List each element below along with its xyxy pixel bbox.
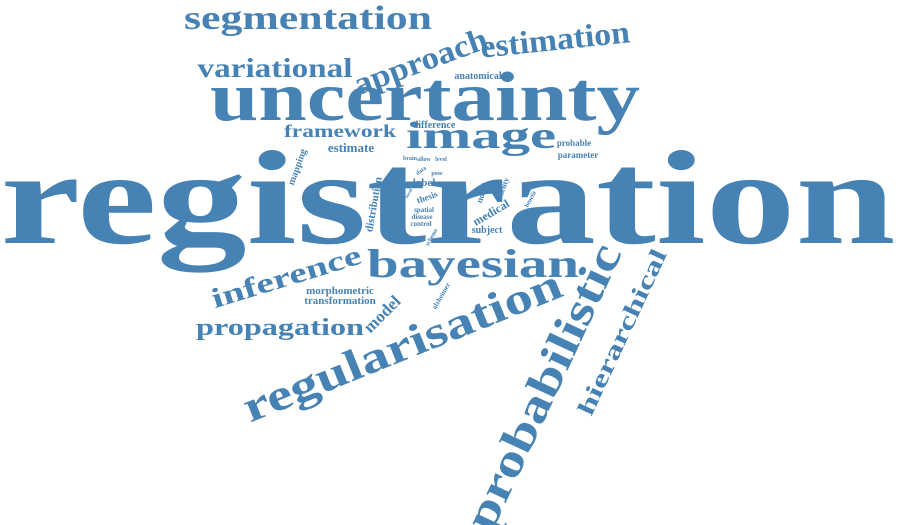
- word-brain: brain: [403, 156, 418, 162]
- word-image: image: [406, 115, 556, 157]
- word-level: level: [435, 157, 447, 163]
- word-propagation: propagation: [196, 315, 364, 341]
- word-uncertainty: uncertainty: [210, 59, 640, 136]
- word-disease: disease: [412, 213, 433, 221]
- word-parameter: parameter: [558, 150, 598, 160]
- word-estimation: estimation: [478, 13, 631, 65]
- word-variational: variational: [198, 53, 354, 83]
- word-probable: probable: [557, 138, 591, 148]
- word-difference: difference: [413, 120, 456, 131]
- word-estimate: estimate: [328, 140, 374, 155]
- word-framework: framework: [284, 121, 396, 141]
- word-bayesian: bayesian: [367, 241, 579, 286]
- word-allow: allow: [417, 157, 431, 163]
- word-registration: registration: [1, 124, 896, 273]
- word-subject: subject: [472, 225, 503, 236]
- word-local: local: [405, 188, 415, 200]
- word-morphometric: morphometric: [306, 285, 374, 297]
- word-spatial: spatial: [414, 206, 434, 214]
- word-segmentation: segmentation: [184, 0, 432, 37]
- word-anatomical: anatomical: [454, 71, 501, 82]
- word-control: control: [410, 220, 431, 228]
- word-label: label: [413, 177, 436, 189]
- word-data: data: [415, 165, 428, 176]
- word-transformation: transformation: [304, 295, 376, 307]
- word-pose: pose: [431, 171, 443, 177]
